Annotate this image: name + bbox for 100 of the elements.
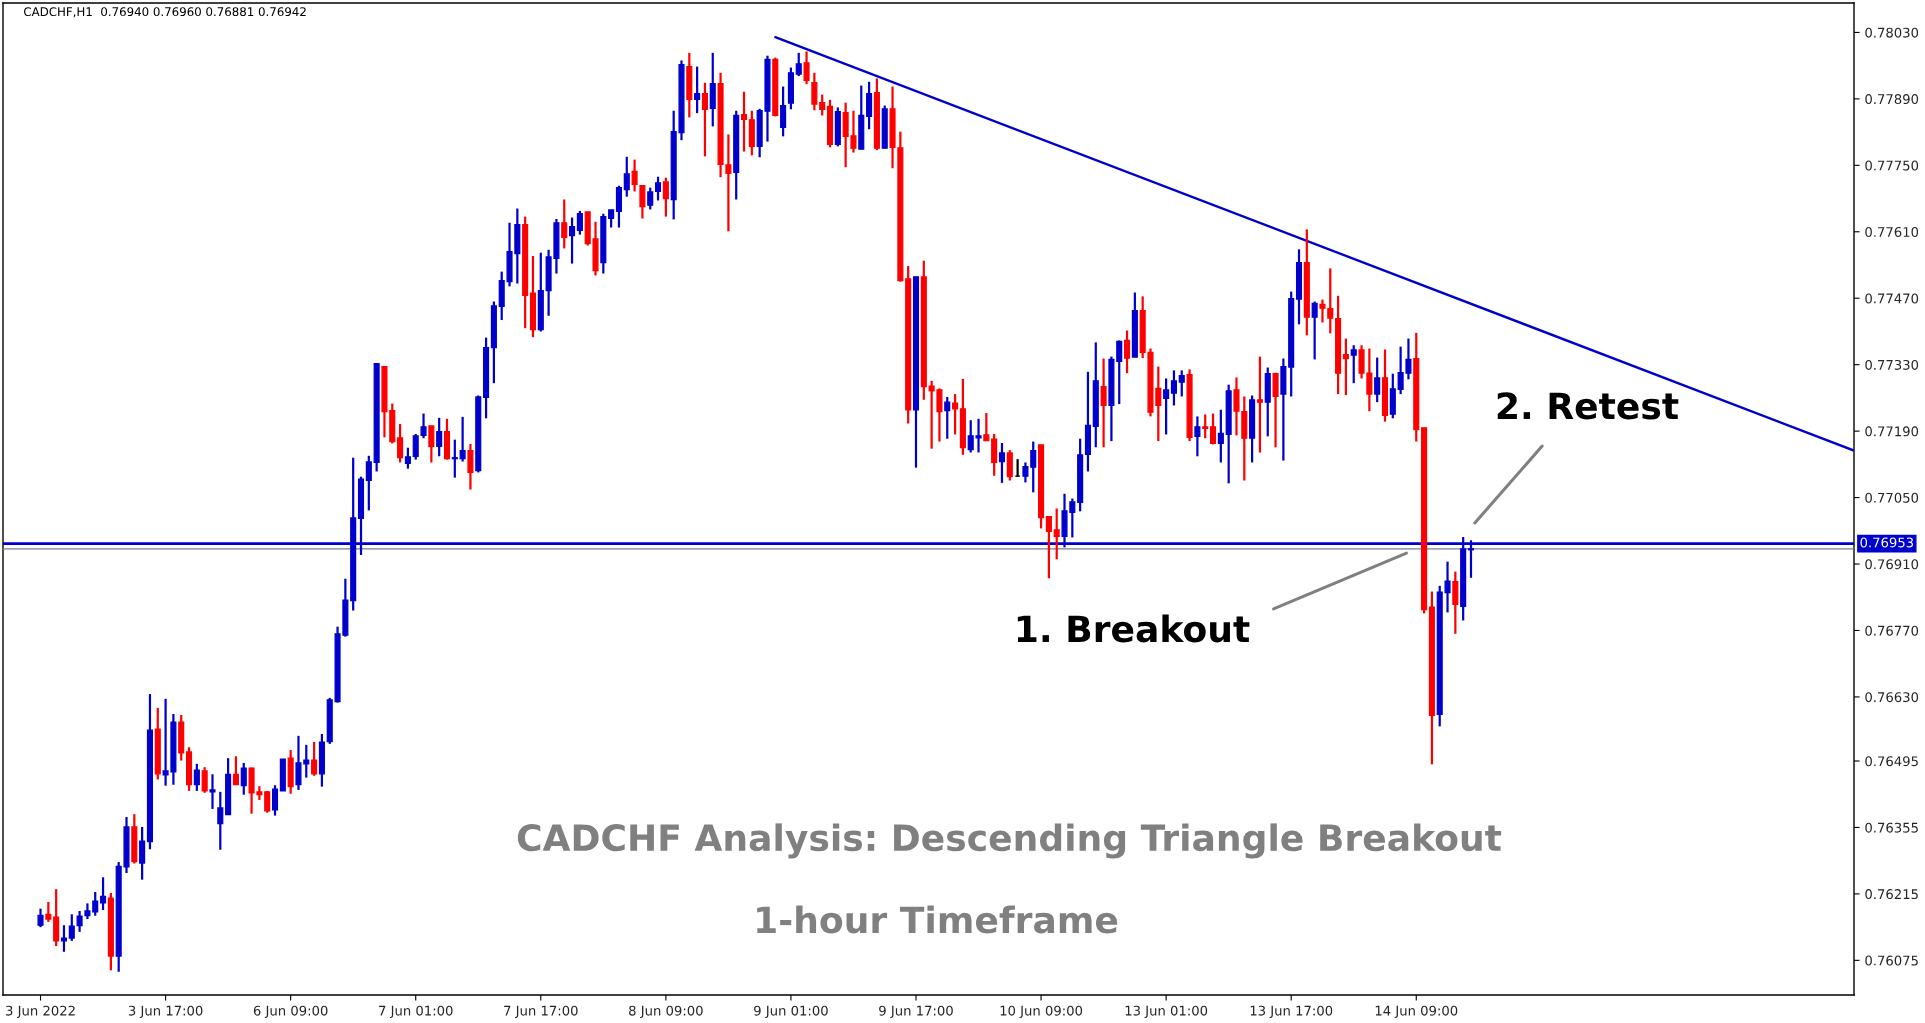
- candlestick: [662, 176, 669, 218]
- candlestick: [451, 438, 458, 479]
- candlestick: [209, 773, 216, 811]
- candlestick: [569, 216, 576, 265]
- x-tick-label: 14 Jun 09:00: [1375, 1005, 1458, 1019]
- y-tick-label: 0.76215: [1865, 889, 1918, 900]
- y-tick-label: 0.77890: [1865, 94, 1919, 105]
- candlestick: [654, 175, 662, 202]
- candlestick: [436, 416, 443, 458]
- candlestick: [1116, 339, 1123, 406]
- ref-line-label: 0.76953: [1860, 537, 1914, 548]
- x-tick-label: 9 Jun 01:00: [754, 1005, 828, 1019]
- x-tick-label: 13 Jun 17:00: [1250, 1005, 1333, 1019]
- candlestick: [1194, 415, 1201, 458]
- candlestick: [740, 90, 748, 153]
- x-tick-label: 3 Jun 17:00: [128, 1005, 203, 1019]
- y-tick-label: 0.77050: [1865, 492, 1919, 503]
- y-tick-label: 0.76630: [1865, 692, 1919, 703]
- candlestick: [866, 80, 873, 131]
- candlestick: [811, 71, 818, 112]
- candlestick: [92, 890, 99, 917]
- candlestick: [1217, 408, 1224, 464]
- annotation: 1-hour Timeframe: [757, 905, 1118, 934]
- y-tick-label: 0.76075: [1865, 955, 1918, 966]
- y-tick-label: 0.78030: [1865, 27, 1919, 38]
- candlestick: [1209, 412, 1217, 446]
- candlestick: [694, 65, 701, 115]
- y-tick-label: 0.77610: [1865, 227, 1919, 237]
- y-tick-label: 0.77470: [1865, 293, 1919, 304]
- candlestick: [404, 446, 411, 470]
- candlestick: [68, 913, 75, 942]
- candlestick: [1374, 356, 1381, 404]
- candlestick: [647, 186, 654, 211]
- x-tick-label: 7 Jun 17:00: [504, 1005, 578, 1019]
- candlestick: [232, 755, 239, 786]
- candlestick: [1178, 369, 1185, 398]
- candlestick: [60, 924, 68, 953]
- candlestick: [1123, 329, 1131, 375]
- candlestick: [201, 766, 208, 794]
- candlestick: [803, 50, 810, 86]
- x-tick-label: 13 Jun 01:00: [1125, 1005, 1208, 1019]
- candlestick: [365, 454, 372, 512]
- y-tick-label: 0.76355: [1865, 822, 1918, 833]
- candlestick: [53, 888, 60, 948]
- x-tick-label: 8 Jun 09:00: [629, 1005, 703, 1019]
- candlestick: [467, 442, 474, 491]
- candlestick: [76, 909, 83, 933]
- annotation: 2. Retest: [1497, 392, 1679, 420]
- candlestick: [217, 790, 224, 851]
- candlestick: [991, 432, 998, 477]
- candlestick: [1452, 570, 1459, 635]
- candlestick: [1006, 449, 1013, 482]
- y-tick-label: 0.76495: [1865, 756, 1918, 767]
- candlestick: [631, 158, 638, 193]
- candlestick: [1256, 355, 1263, 454]
- candlestick: [615, 184, 623, 229]
- candlestick: [1342, 337, 1349, 397]
- candlestick: [1163, 377, 1170, 436]
- candlestick: [428, 424, 435, 464]
- candlestick: [1053, 507, 1060, 561]
- candlestick: [1350, 344, 1357, 385]
- candlestick: [240, 761, 247, 796]
- y-tick-label: 0.77330: [1865, 359, 1919, 370]
- candlestick: [561, 198, 568, 250]
- candlestick: [983, 411, 990, 442]
- candlestick: [1170, 369, 1177, 407]
- y-tick-label: 0.77750: [1865, 160, 1919, 171]
- y-tick-label: 0.77190: [1865, 426, 1919, 437]
- y-tick-label: 0.76910: [1865, 559, 1919, 570]
- candlestick: [795, 51, 802, 78]
- candlestick: [780, 85, 787, 138]
- candlestick: [397, 422, 404, 464]
- candlestick: [459, 415, 466, 463]
- candlestick: [45, 900, 52, 924]
- candlestick: [193, 762, 200, 793]
- x-tick-label: 10 Jun 09:00: [1000, 1005, 1083, 1019]
- candlestick: [701, 81, 708, 158]
- candlestick: [639, 184, 646, 220]
- candlestick: [1202, 413, 1209, 440]
- annotation: 1. Breakout: [1017, 614, 1250, 643]
- candlestick: [998, 441, 1006, 484]
- candlestick: [100, 876, 107, 912]
- candlestick: [819, 93, 826, 117]
- x-tick-label: 3 Jun 2022: [6, 1005, 75, 1019]
- candlestick: [623, 155, 630, 198]
- candlestick: [952, 392, 959, 436]
- annotation: CADCHF Analysis: Descending Triangle Breakout: [517, 823, 1502, 859]
- candlestick: [576, 209, 583, 236]
- y-tick-label: 0.76770: [1865, 625, 1919, 636]
- candlestick: [944, 395, 951, 440]
- candlestick: [271, 784, 279, 817]
- chart-title: CADCHF,H1 0.76940 0.76960 0.76881 0.76942: [24, 7, 306, 18]
- candlestick: [1045, 515, 1052, 580]
- candlestick: [37, 907, 44, 929]
- x-tick-label: 7 Jun 01:00: [379, 1005, 453, 1019]
- x-tick-label: 9 Jun 17:00: [879, 1005, 953, 1019]
- candlestick: [1100, 357, 1107, 449]
- candlestick: [311, 740, 318, 777]
- candlestick: [1272, 371, 1279, 449]
- x-tick-label: 6 Jun 09:00: [253, 1005, 328, 1019]
